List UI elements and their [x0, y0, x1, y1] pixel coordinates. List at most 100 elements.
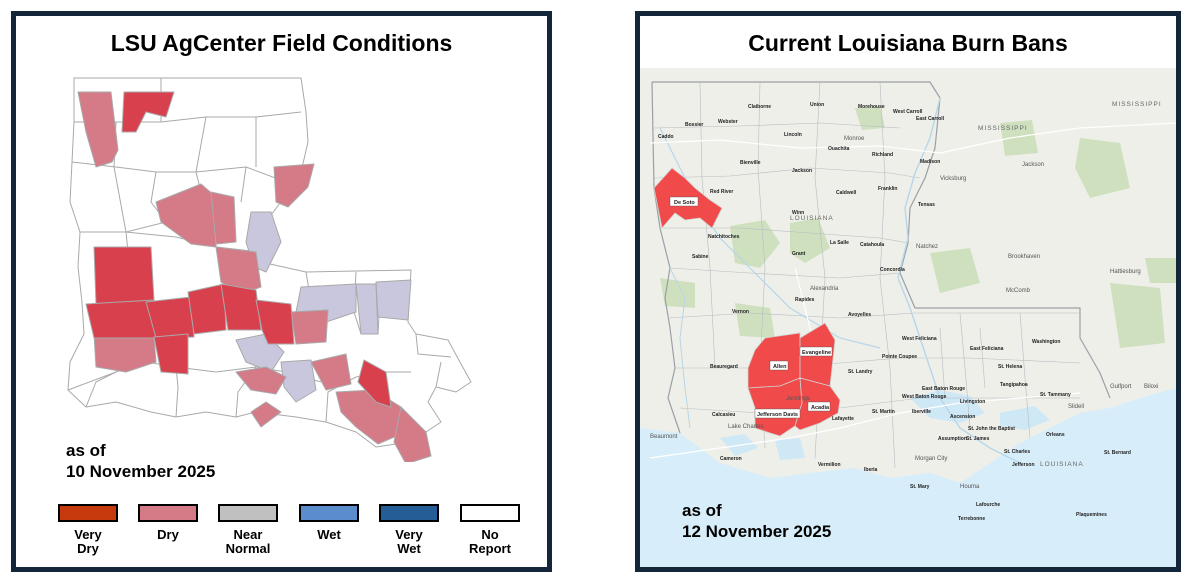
map-region-very-dry	[187, 283, 227, 335]
label-assumption: Assumption	[938, 436, 967, 442]
map-region-dry	[290, 309, 329, 345]
map-region-very-dry	[93, 246, 155, 305]
forest-area	[855, 106, 885, 130]
label-beauregard: Beauregard	[710, 364, 738, 370]
map-region-dry	[310, 353, 352, 391]
label-franklin: Franklin	[878, 186, 897, 192]
burn-bans-as-of: as of 12 November 2025	[682, 500, 831, 542]
label-cameron: Cameron	[720, 456, 742, 462]
label-west-baton-rouge: West Baton Rouge	[902, 394, 947, 400]
burn-bans-panel: Current Louisiana Burn Bans	[635, 11, 1181, 572]
label-iberville: Iberville	[912, 409, 931, 415]
legend-label: Dry	[157, 527, 179, 542]
map-region-dry	[273, 163, 315, 208]
place-jennings: Jennings	[786, 396, 810, 402]
label-winn: Winn	[792, 210, 804, 216]
sabine-river	[669, 267, 691, 429]
legend-label: Wet	[397, 541, 421, 556]
place-slidell: Slidell	[1068, 404, 1084, 410]
forest-area	[1075, 138, 1130, 198]
label-sabine: Sabine	[692, 254, 709, 260]
place-houma: Houma	[960, 484, 980, 490]
label-bienville: Bienville	[740, 160, 761, 166]
label-st-bernard: St. Bernard	[1104, 450, 1131, 456]
label-lafourche: Lafourche	[976, 502, 1000, 508]
label-iberia: Iberia	[864, 467, 878, 473]
state-label-louisiana: LOUISIANA	[790, 215, 834, 222]
legend-item-dry: Dry	[136, 504, 200, 542]
label-st-martin: St. Martin	[872, 409, 895, 415]
state-border-ar-la	[652, 81, 941, 99]
legend-swatch-very-dry	[58, 504, 118, 522]
label-tangipahoa: Tangipahoa	[1000, 382, 1028, 388]
legend-label: Normal	[225, 541, 271, 556]
legend-item-near-normal: Near Normal	[216, 504, 280, 556]
place-hattiesburg: Hattiesburg	[1110, 269, 1141, 275]
label-catahoula: Catahoula	[860, 242, 884, 248]
place-vicksburg: Vicksburg	[940, 176, 966, 182]
label-allen: Allen	[773, 364, 787, 370]
label-concordia: Concordia	[880, 267, 905, 273]
map-region-near-normal	[375, 279, 412, 321]
label-calcasieu: Calcasieu	[712, 412, 735, 418]
legend-label: Wet	[317, 527, 341, 542]
label-terrebonne: Terrebonne	[958, 516, 985, 522]
label-evangeline: Evangeline	[802, 350, 831, 356]
legend-item-wet: Wet	[297, 504, 361, 542]
place-gulfport: Gulfport	[1110, 384, 1132, 390]
legend-label: Report	[469, 541, 511, 556]
burn-bans-map[interactable]: De Soto Allen Evangeline Jefferson Davis…	[640, 68, 1176, 567]
label-jefferson-davis: Jefferson Davis	[757, 412, 798, 418]
label-la-salle: La Salle	[830, 240, 849, 246]
label-washington: Washington	[1032, 339, 1060, 345]
parish-labels: Red River Caddo Bossier Webster Claiborn…	[658, 102, 1131, 522]
label-east-carroll: East Carroll	[916, 116, 945, 122]
place-jackson: Jackson	[1022, 162, 1044, 168]
map-region-dry	[210, 191, 237, 245]
as-of-date: 12 November 2025	[682, 522, 832, 541]
label-natchitoches: Natchitoches	[708, 234, 740, 240]
place-brookhaven: Brookhaven	[1008, 254, 1040, 260]
state-border-tx-la	[651, 81, 681, 434]
label-ouachita: Ouachita	[828, 146, 850, 152]
label-vernon: Vernon	[732, 309, 749, 315]
forest-area	[1000, 120, 1038, 156]
label-orleans: Orleans	[1046, 432, 1065, 438]
label-jackson: Jackson	[792, 168, 812, 174]
map-region-very-dry	[220, 283, 262, 331]
map-region-near-normal	[355, 283, 379, 335]
map-region-very-dry	[255, 299, 295, 345]
label-caldwell: Caldwell	[836, 190, 857, 196]
label-lincoln: Lincoln	[784, 132, 802, 138]
field-conditions-title: LSU AgCenter Field Conditions	[110, 30, 453, 56]
label-tensas: Tensas	[918, 202, 935, 208]
label-st-landry: St. Landry	[848, 369, 873, 375]
place-mccomb: McComb	[1006, 288, 1031, 294]
map-region-very-dry	[357, 359, 392, 408]
label-grant: Grant	[792, 251, 806, 257]
label-west-carroll: West Carroll	[893, 109, 923, 115]
legend-swatch-near-normal	[218, 504, 278, 522]
field-conditions-panel: LSU AgCenter Field Conditions	[11, 11, 552, 572]
mississippi-river	[897, 97, 1021, 464]
map-region-near-normal	[280, 359, 317, 403]
place-alexandria: Alexandria	[810, 286, 839, 292]
label-madison: Madison	[920, 159, 940, 165]
place-biloxi: Biloxi	[1144, 384, 1158, 390]
label-east-feliciana: East Feliciana	[970, 346, 1004, 352]
forest-area	[1145, 258, 1176, 283]
label-union: Union	[810, 102, 824, 108]
place-beaumont: Beaumont	[650, 434, 678, 440]
label-st-helena: St. Helena	[998, 364, 1022, 370]
legend-item-very-dry: Very Dry	[56, 504, 120, 556]
label-st-tammany: St. Tammany	[1040, 392, 1071, 398]
state-label-mississippi-east: MISSISSIPPI	[1112, 101, 1162, 108]
label-plaquemines: Plaquemines	[1076, 512, 1107, 518]
label-ascension: Ascension	[950, 414, 975, 420]
legend-label: No	[481, 527, 499, 542]
label-de-soto: De Soto	[674, 200, 695, 206]
label-west-feliciana: West Feliciana	[902, 336, 937, 342]
red-river	[659, 127, 881, 349]
place-monroe: Monroe	[844, 136, 865, 142]
label-red-river: Red River	[710, 189, 733, 195]
